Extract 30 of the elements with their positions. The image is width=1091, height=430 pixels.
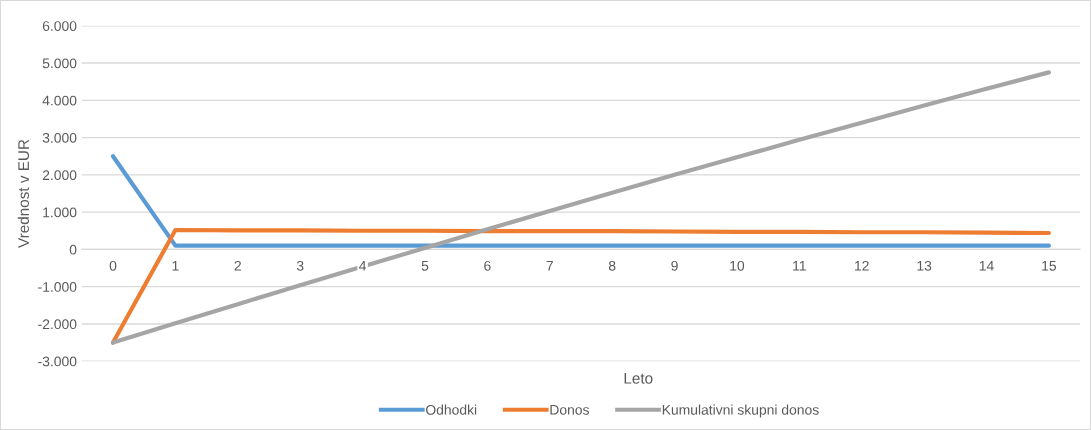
y-tick-label: 2.000 [42, 170, 77, 181]
x-tick-label: 5 [421, 261, 429, 271]
x-axis-title: Leto [624, 373, 653, 384]
y-tick-label: 6.000 [42, 21, 77, 31]
x-tick-label: 15 [1042, 261, 1057, 271]
x-tick-label: 3 [296, 260, 304, 271]
legend-label: Kumulativni skupni donos [662, 404, 819, 418]
x-tick-label: 6 [484, 260, 491, 271]
x-tick-label: 13 [917, 260, 932, 271]
x-tick-label: 10 [730, 260, 745, 271]
y-tick-label: -2.000 [38, 319, 77, 330]
x-tick-label: 2 [234, 260, 241, 271]
x-tick-label: 9 [671, 260, 678, 271]
legend-label: Donos [550, 405, 589, 415]
y-tick-label: -1.000 [38, 282, 77, 292]
x-tick-label: 14 [979, 261, 994, 271]
y-tick-label: 5.000 [42, 58, 77, 69]
x-tick-label: 8 [608, 260, 616, 271]
y-tick-label: 1.000 [43, 207, 77, 218]
x-tick-label: 1 [172, 261, 179, 271]
y-tick-label: 4.000 [42, 95, 77, 106]
y-tick-label: -3.000 [38, 356, 77, 367]
y-tick-label: 0 [69, 244, 77, 255]
x-tick-label: 0 [109, 260, 117, 271]
y-tick-label: 3.000 [42, 132, 77, 143]
legend-label: Odhodki [426, 404, 477, 415]
x-tick-label: 7 [546, 261, 553, 271]
x-tick-label: 12 [855, 260, 869, 271]
x-tick-label: 11 [793, 261, 806, 271]
y-axis-title: Vrednost v EUR [17, 139, 30, 248]
